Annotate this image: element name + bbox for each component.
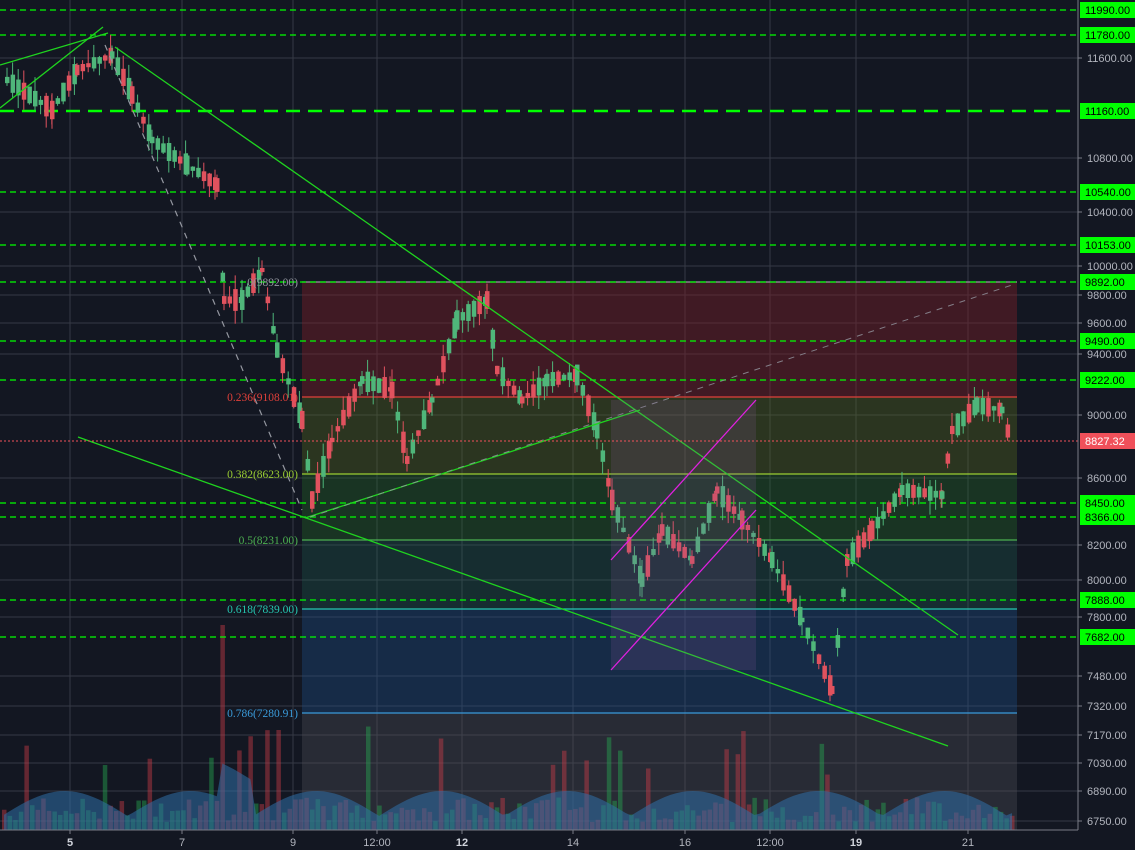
price-tick-label: 7320.00 — [1087, 701, 1127, 713]
volume-histogram — [2, 625, 1015, 830]
level-price-tag — [1080, 2, 1135, 18]
time-tick-label: 7 — [179, 837, 185, 849]
fib-level-label: 0.786(7280.91) — [227, 708, 298, 720]
svg-text:8450.00: 8450.00 — [1085, 498, 1125, 510]
time-axis[interactable]: 5 7 9 12:00 12 14 16 12:00 19 21 — [0, 829, 1078, 849]
price-tick-label: 8200.00 — [1087, 540, 1127, 552]
svg-text:10153.00: 10153.00 — [1085, 240, 1131, 252]
last-price-tag — [1080, 433, 1135, 449]
price-tick-label: 7170.00 — [1087, 730, 1127, 742]
level-price-tag — [1080, 27, 1135, 43]
svg-text:7682.00: 7682.00 — [1085, 632, 1125, 644]
svg-text:11160.00: 11160.00 — [1085, 106, 1129, 118]
time-tick-label: 16 — [679, 837, 691, 849]
price-tick-label: 9000.00 — [1087, 410, 1127, 422]
trend-drawings[interactable] — [0, 26, 1016, 747]
level-price-tag — [1080, 495, 1135, 511]
price-axis[interactable]: 11600.0010800.0010400.0010000.009800.009… — [1077, 0, 1135, 830]
svg-text:11990.00: 11990.00 — [1085, 5, 1130, 17]
time-tick-label: 12:00 — [756, 837, 784, 849]
price-tick-label: 7800.00 — [1087, 612, 1127, 624]
svg-text:9222.00: 9222.00 — [1085, 375, 1125, 387]
fib-level-label: 0.382(8623.00) — [227, 469, 298, 481]
svg-text:9892.00: 9892.00 — [1085, 277, 1125, 289]
price-tick-label: 11600.00 — [1087, 53, 1132, 65]
price-tick-label: 8000.00 — [1087, 575, 1127, 587]
level-price-tag — [1080, 509, 1135, 525]
price-tick-label: 9400.00 — [1087, 349, 1127, 361]
price-tick-label: 10400.00 — [1087, 207, 1133, 219]
svg-text:8827.32: 8827.32 — [1085, 436, 1125, 448]
price-tick-label: 10800.00 — [1087, 153, 1133, 165]
svg-text:11780.00: 11780.00 — [1085, 30, 1130, 42]
fib-level-label: 0.236(9108.01) — [227, 392, 298, 404]
svg-text:7888.00: 7888.00 — [1085, 595, 1125, 607]
price-tick-label: 9600.00 — [1087, 318, 1127, 330]
level-price-tag — [1080, 372, 1135, 388]
level-price-tag — [1080, 184, 1135, 200]
svg-text:8366.00: 8366.00 — [1085, 512, 1125, 524]
level-price-tag — [1080, 592, 1135, 608]
time-tick-label: 9 — [290, 837, 296, 849]
time-tick-label: 14 — [567, 837, 579, 849]
price-tick-label: 9800.00 — [1087, 290, 1127, 302]
time-tick-label: 12 — [456, 837, 468, 849]
price-tick-label: 10000.00 — [1087, 261, 1133, 273]
price-tick-label: 6890.00 — [1087, 786, 1127, 798]
price-tick-label: 8600.00 — [1087, 473, 1127, 485]
level-price-tag — [1080, 333, 1135, 349]
time-tick-label: 21 — [962, 837, 974, 849]
price-tick-label: 6750.00 — [1087, 816, 1127, 828]
svg-text:10540.00: 10540.00 — [1085, 187, 1131, 199]
price-tick-label: 7030.00 — [1087, 758, 1127, 770]
fib-level-label: 0(9892.00) — [247, 277, 298, 289]
candlesticks — [5, 34, 1011, 702]
level-price-tag — [1080, 237, 1135, 253]
level-price-tag — [1080, 274, 1135, 290]
fib-level-label: 0.5(8231.00) — [239, 535, 299, 547]
level-price-tag — [1080, 629, 1135, 645]
fib-level-label: 0.618(7839.00) — [227, 604, 298, 616]
time-tick-label: 12:00 — [363, 837, 391, 849]
fibonacci-labels: 0(9892.00) 0.236(9108.01) 0.382(8623.00) 0.… — [227, 277, 298, 720]
horizontal-levels[interactable] — [0, 9, 1078, 638]
svg-text:9490.00: 9490.00 — [1085, 336, 1125, 348]
time-tick-label: 19 — [850, 837, 862, 849]
level-price-tag — [1080, 103, 1135, 119]
time-tick-label: 5 — [67, 837, 73, 849]
price-tick-label: 7480.00 — [1087, 671, 1127, 683]
